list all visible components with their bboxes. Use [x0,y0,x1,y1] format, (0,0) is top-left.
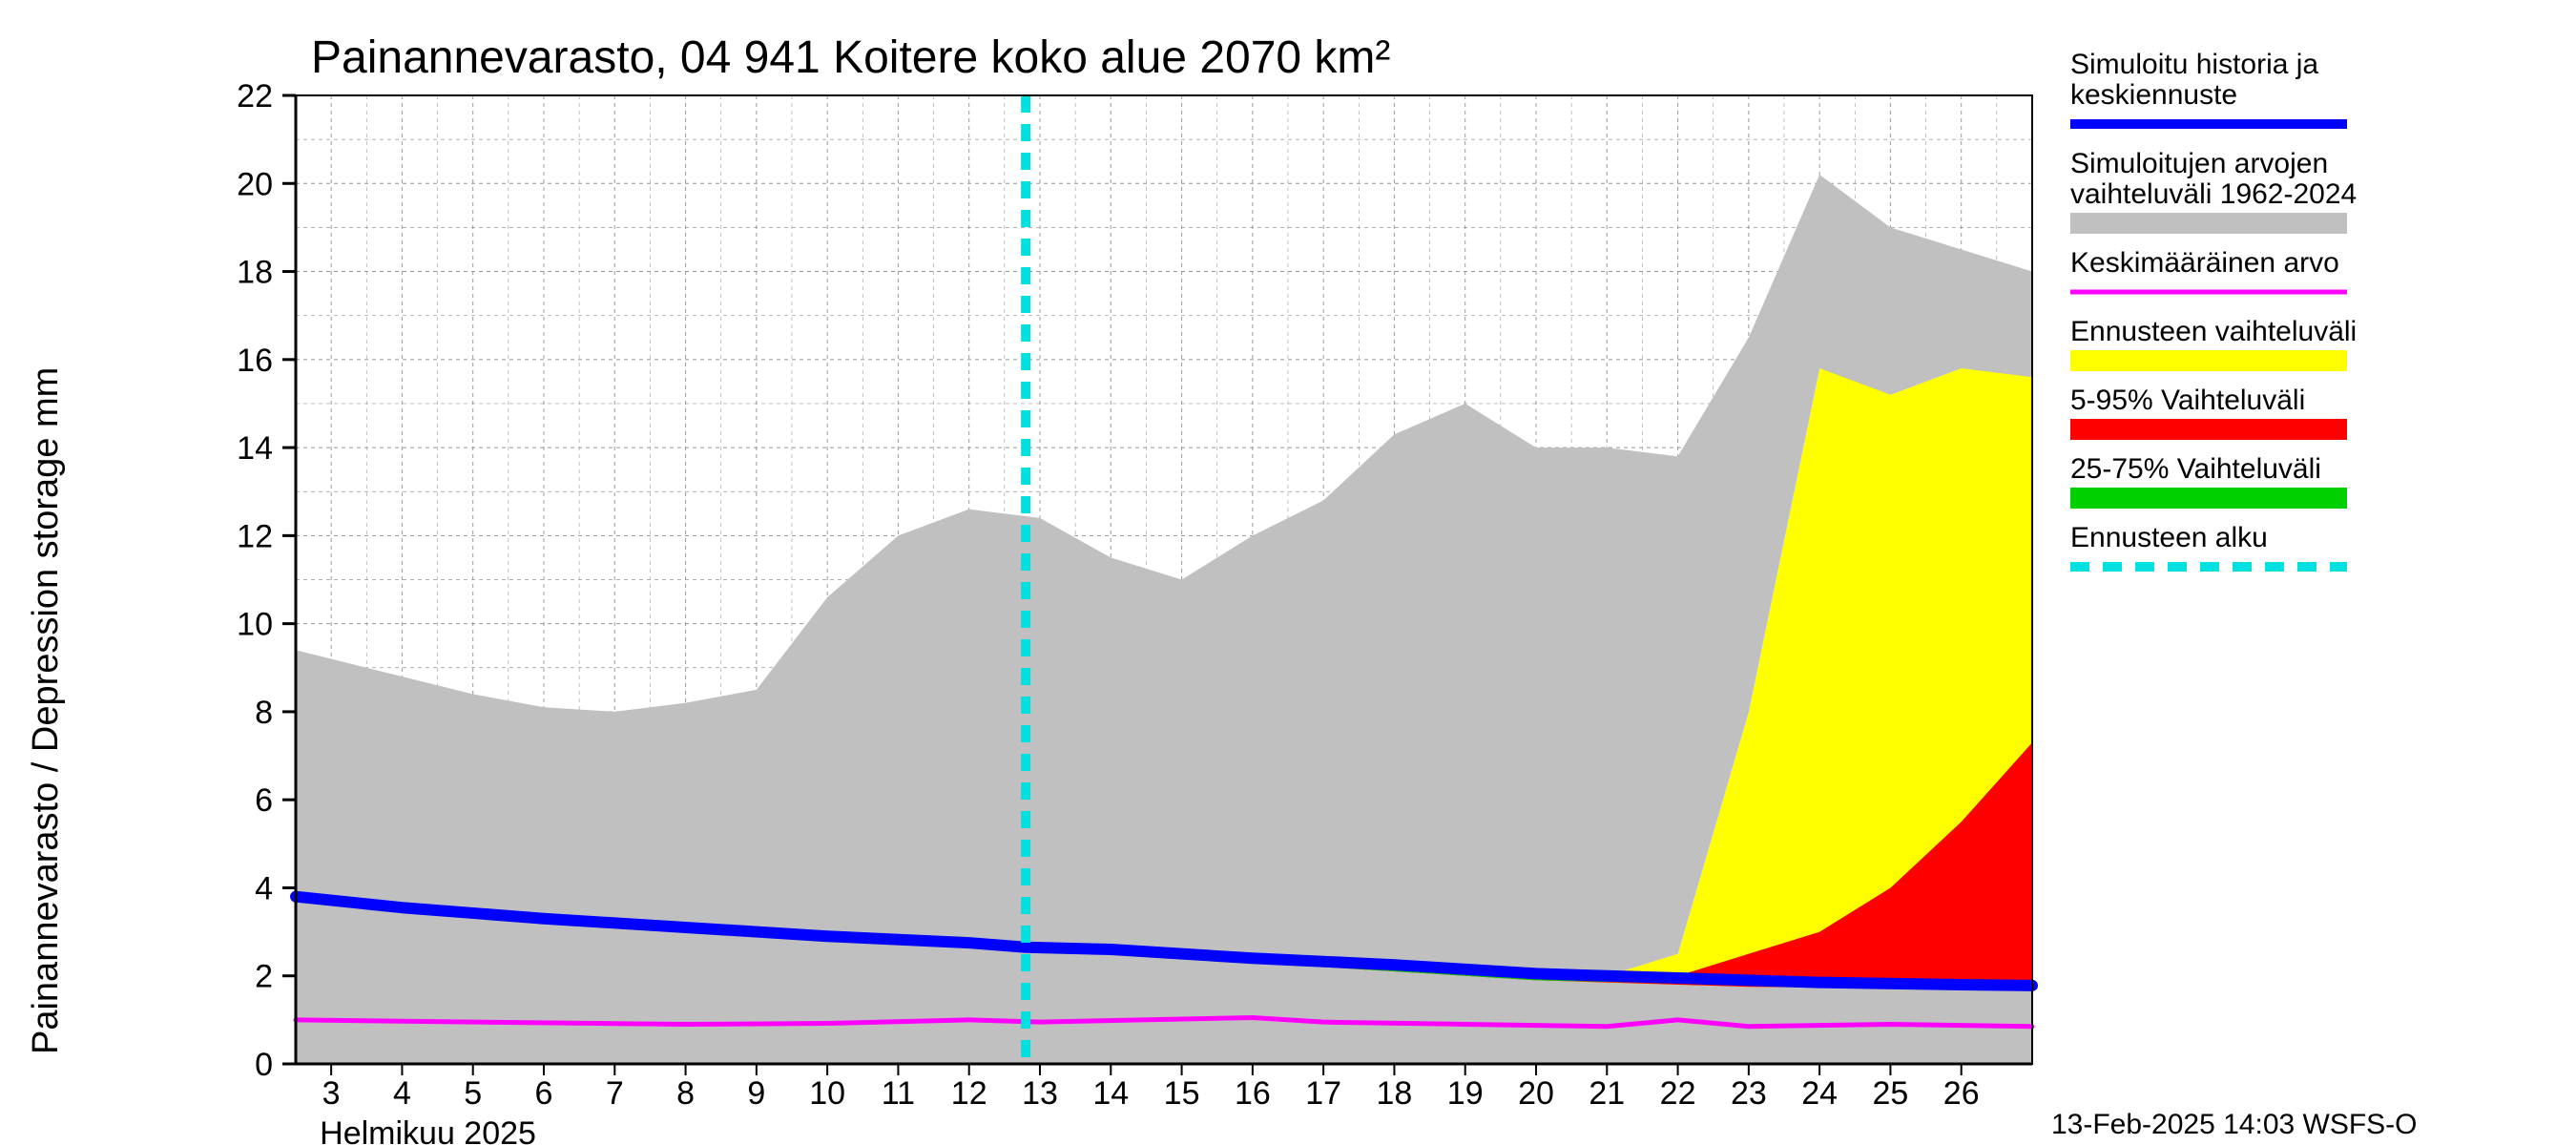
legend-swatch [2070,488,2347,509]
legend-swatch [2070,350,2347,371]
x-tick-label: 15 [1164,1075,1200,1112]
y-tick-label: 8 [255,695,273,731]
legend-label: 5-95% Vaihteluväli [2070,385,2305,416]
x-tick-label: 14 [1092,1075,1129,1112]
y-tick-label: 10 [237,607,273,643]
y-tick-label: 4 [255,870,273,906]
x-tick-label: 24 [1801,1075,1838,1112]
y-tick-label: 0 [255,1047,273,1083]
x-tick-label: 19 [1447,1075,1484,1112]
legend-label: Simuloitujen arvojen [2070,148,2328,179]
y-tick-label: 20 [237,166,273,202]
x-tick-label: 21 [1589,1075,1625,1112]
x-tick-label: 9 [747,1075,765,1112]
x-tick-label: 10 [809,1075,845,1112]
y-tick-label: 18 [237,255,273,291]
legend-label: vaihteluväli 1962-2024 [2070,178,2357,210]
x-tick-label: 3 [322,1075,341,1112]
legend-label: Ennusteen alku [2070,522,2268,553]
x-tick-label: 16 [1235,1075,1271,1112]
x-tick-label: 12 [951,1075,987,1112]
legend-label: Keskimääräinen arvo [2070,247,2339,279]
x-tick-label: 18 [1377,1075,1413,1112]
x-tick-label: 13 [1022,1075,1058,1112]
chart-svg: 0246810121416182022345678910111213141516… [0,0,2576,1145]
chart-title: Painannevarasto, 04 941 Koitere koko alu… [311,32,1390,83]
x-tick-label: 4 [393,1075,411,1112]
x-tick-label: 20 [1518,1075,1554,1112]
x-tick-label: 22 [1660,1075,1696,1112]
legend-label: Ennusteen vaihteluväli [2070,316,2357,347]
x-tick-label: 26 [1943,1075,1980,1112]
legend-label: keskiennuste [2070,79,2237,111]
chart-container: 0246810121416182022345678910111213141516… [0,0,2576,1145]
legend-label: Simuloitu historia ja [2070,49,2318,80]
legend-label: 25-75% Vaihteluväli [2070,453,2321,485]
y-tick-label: 14 [237,430,273,467]
x-tick-label: 17 [1305,1075,1341,1112]
y-tick-label: 2 [255,959,273,995]
x-month-label-1: Helmikuu 2025 [320,1115,536,1145]
y-axis-label: Painannevarasto / Depression storage mm [26,367,66,1054]
y-tick-label: 16 [237,343,273,379]
x-tick-label: 6 [535,1075,553,1112]
footer-timestamp: 13-Feb-2025 14:03 WSFS-O [2051,1109,2418,1140]
y-tick-label: 12 [237,518,273,554]
legend-swatch [2070,419,2347,440]
x-tick-label: 23 [1731,1075,1767,1112]
x-tick-label: 5 [464,1075,482,1112]
x-tick-label: 8 [676,1075,695,1112]
x-tick-label: 7 [606,1075,624,1112]
x-tick-label: 11 [882,1075,915,1112]
legend-swatch [2070,213,2347,234]
y-tick-label: 22 [237,78,273,114]
y-tick-label: 6 [255,782,273,819]
x-tick-label: 25 [1873,1075,1909,1112]
